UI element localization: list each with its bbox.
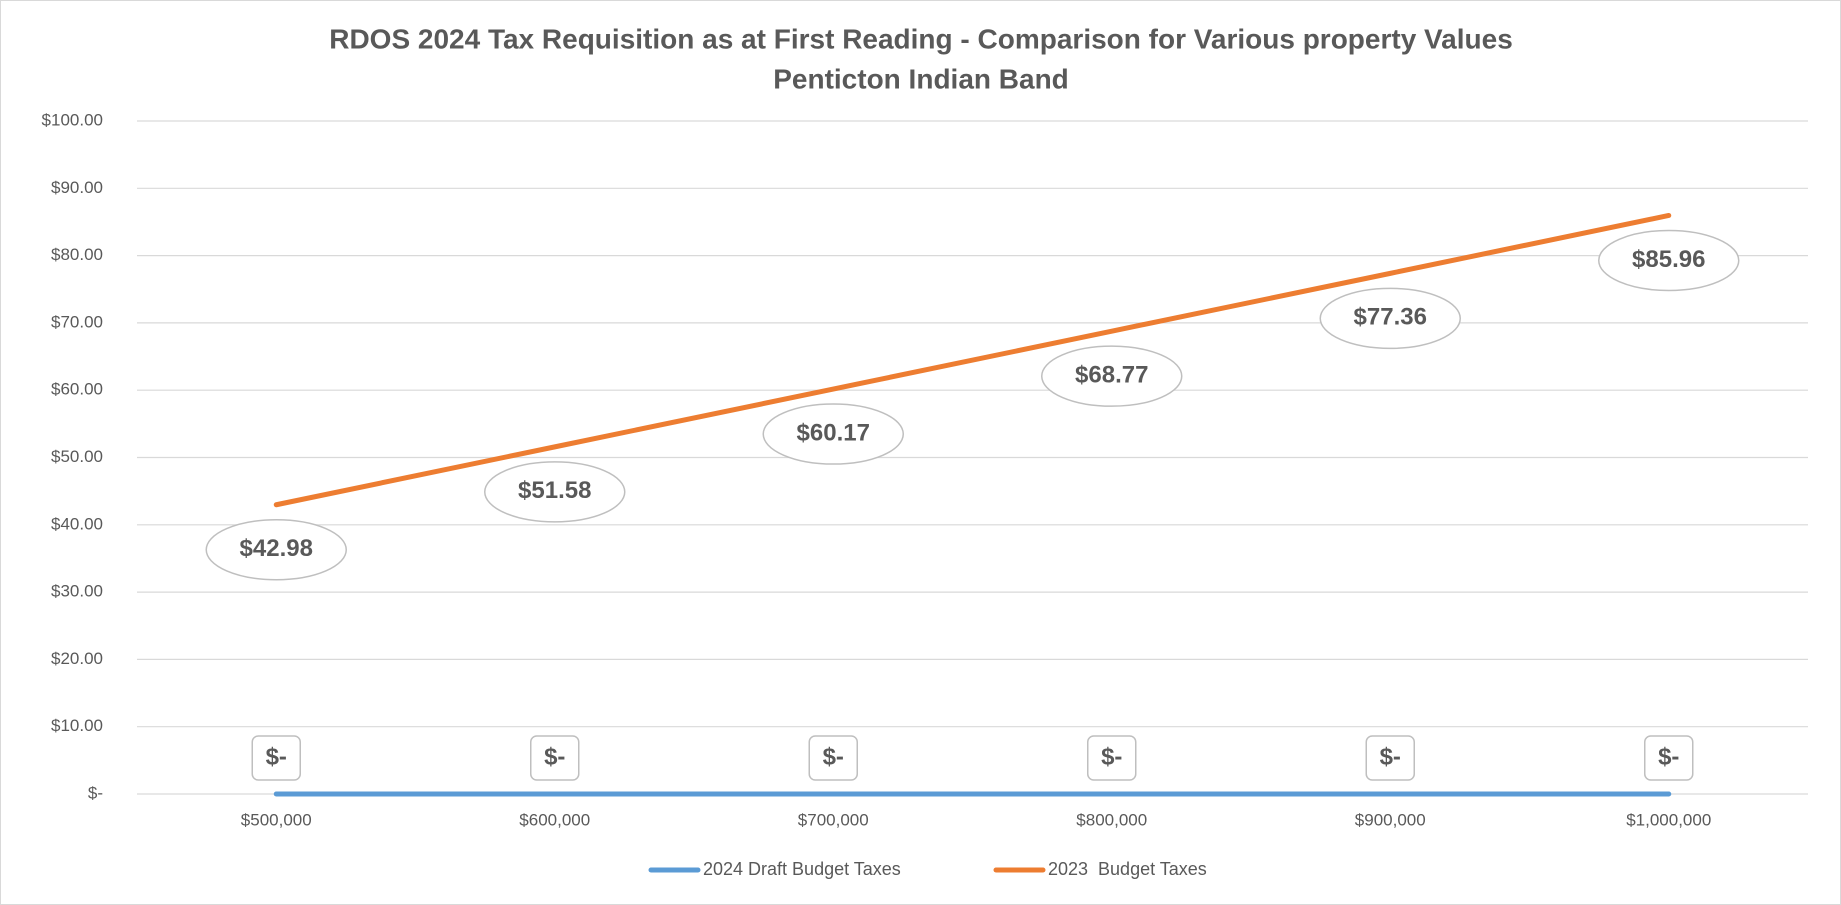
data-label-box <box>1644 735 1694 781</box>
data-label-box <box>251 735 301 781</box>
data-label-box <box>484 461 626 523</box>
legend-label: 2024 Draft Budget Taxes <box>703 859 901 879</box>
y-tick-label: $50.00 <box>51 447 103 466</box>
x-tick-label: $600,000 <box>519 810 590 829</box>
y-tick-label: $90.00 <box>51 178 103 197</box>
data-label-box <box>762 403 904 465</box>
y-tick-label: $- <box>88 783 103 802</box>
data-label-box <box>1365 735 1415 781</box>
y-tick-label: $100.00 <box>42 110 103 129</box>
data-label: $- <box>823 743 844 770</box>
x-tick-label: $700,000 <box>798 810 869 829</box>
y-tick-label: $20.00 <box>51 649 103 668</box>
y-tick-label: $80.00 <box>51 245 103 264</box>
y-tick-label: $60.00 <box>51 380 103 399</box>
data-label: $- <box>544 743 565 770</box>
data-label: $- <box>266 743 287 770</box>
y-tick-label: $10.00 <box>51 716 103 735</box>
data-label-box <box>205 518 347 581</box>
legend-label: 2023 Budget Taxes <box>1048 859 1207 879</box>
data-label: $85.96 <box>1632 246 1705 273</box>
data-label-box <box>1598 229 1740 292</box>
y-tick-label: $40.00 <box>51 514 103 533</box>
data-label-box <box>1041 345 1183 407</box>
data-label: $- <box>1658 743 1679 770</box>
data-label-box <box>1087 735 1137 781</box>
data-label: $51.58 <box>518 477 591 504</box>
data-label-box <box>530 735 580 781</box>
x-tick-label: $900,000 <box>1355 810 1426 829</box>
data-label: $- <box>1101 743 1122 770</box>
data-label: $77.36 <box>1354 304 1427 331</box>
chart-subtitle: Penticton Indian Band <box>773 63 1069 94</box>
x-tick-label: $1,000,000 <box>1626 810 1711 829</box>
x-tick-label: $800,000 <box>1076 810 1147 829</box>
y-tick-label: $70.00 <box>51 312 103 331</box>
data-label-box <box>808 735 858 781</box>
series-line <box>273 212 1672 508</box>
data-label-box <box>1319 287 1461 350</box>
data-label: $- <box>1380 743 1401 770</box>
x-tick-label: $500,000 <box>241 810 312 829</box>
chart-title: RDOS 2024 Tax Requisition as at First Re… <box>329 23 1513 54</box>
data-label: $60.17 <box>797 419 870 446</box>
data-label: $42.98 <box>240 535 313 562</box>
data-label: $68.77 <box>1075 362 1148 389</box>
y-tick-label: $30.00 <box>51 582 103 601</box>
